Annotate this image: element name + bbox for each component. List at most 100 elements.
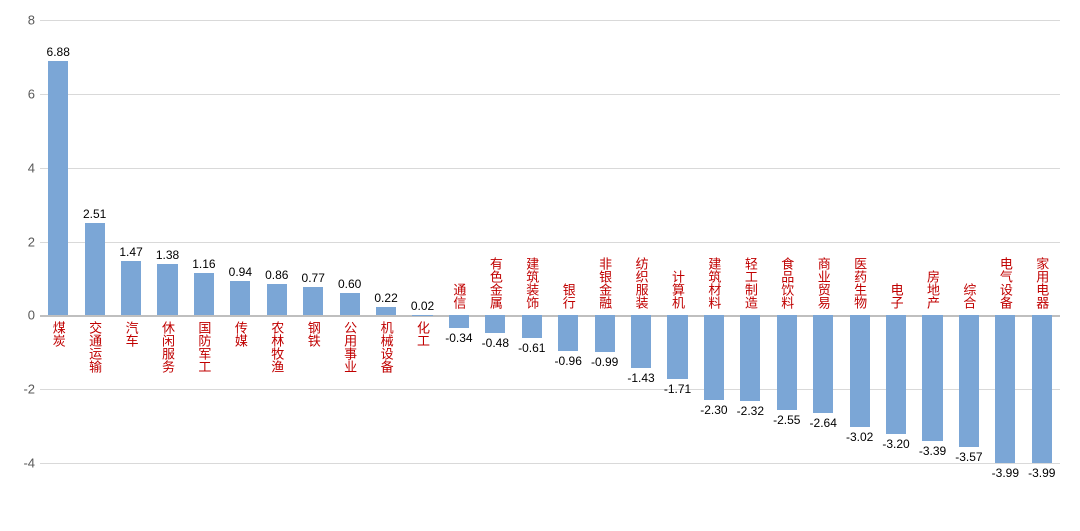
category-label: 建筑材料 bbox=[707, 257, 720, 309]
category-label: 商业贸易 bbox=[817, 257, 830, 309]
bar bbox=[412, 315, 432, 316]
y-tick-label: 6 bbox=[5, 86, 35, 101]
value-label: 0.94 bbox=[229, 265, 252, 279]
gridline bbox=[40, 168, 1060, 169]
category-label: 银行 bbox=[562, 283, 575, 309]
bar bbox=[194, 273, 214, 316]
category-label: 轻工制造 bbox=[744, 257, 757, 309]
category-label: 食品饮料 bbox=[780, 257, 793, 309]
value-label: -2.55 bbox=[773, 413, 800, 427]
value-label: 0.60 bbox=[338, 277, 361, 291]
bar bbox=[121, 261, 141, 315]
category-label: 汽车 bbox=[125, 321, 138, 347]
gridline bbox=[40, 94, 1060, 95]
bar bbox=[449, 315, 469, 328]
category-label: 综合 bbox=[962, 283, 975, 309]
category-label: 非银金融 bbox=[598, 257, 611, 309]
category-label: 休闲服务 bbox=[161, 321, 174, 373]
bar bbox=[922, 315, 942, 440]
bar bbox=[85, 223, 105, 316]
y-tick-label: 8 bbox=[5, 13, 35, 28]
bar bbox=[48, 61, 68, 315]
gridline bbox=[40, 20, 1060, 21]
category-label: 公用事业 bbox=[343, 321, 356, 373]
value-label: 1.47 bbox=[119, 245, 142, 259]
category-label: 国防军工 bbox=[197, 321, 210, 373]
bar bbox=[267, 284, 287, 316]
gridline bbox=[40, 315, 1060, 317]
value-label: -2.64 bbox=[810, 416, 837, 430]
bar bbox=[886, 315, 906, 433]
bar bbox=[558, 315, 578, 350]
bar bbox=[303, 287, 323, 315]
value-label: -3.99 bbox=[992, 466, 1019, 480]
value-label: 0.22 bbox=[374, 291, 397, 305]
category-label: 纺织服装 bbox=[635, 257, 648, 309]
bar bbox=[631, 315, 651, 368]
category-label: 煤炭 bbox=[52, 321, 65, 347]
bar bbox=[777, 315, 797, 409]
value-label: -0.61 bbox=[518, 341, 545, 355]
value-label: -0.99 bbox=[591, 355, 618, 369]
plot-area: 煤炭 6.88 交通运输 2.51 汽车 1.47 休闲服务 1.38 国防军工 1.16 传媒 0.… bbox=[40, 20, 1060, 500]
value-label: -3.02 bbox=[846, 430, 873, 444]
y-tick-label: -4 bbox=[5, 456, 35, 471]
bar bbox=[1032, 315, 1052, 462]
value-label: -3.99 bbox=[1028, 466, 1055, 480]
bar bbox=[157, 264, 177, 315]
bar bbox=[340, 293, 360, 315]
value-label: 1.38 bbox=[156, 248, 179, 262]
value-label: 1.16 bbox=[192, 257, 215, 271]
category-label: 通信 bbox=[452, 283, 465, 309]
y-tick-label: -2 bbox=[5, 382, 35, 397]
category-label: 建筑装饰 bbox=[525, 257, 538, 309]
bar bbox=[740, 315, 760, 401]
category-label: 有色金属 bbox=[489, 257, 502, 309]
value-label: 0.86 bbox=[265, 268, 288, 282]
bar bbox=[595, 315, 615, 352]
bar bbox=[376, 307, 396, 315]
value-label: -3.39 bbox=[919, 444, 946, 458]
bar bbox=[995, 315, 1015, 462]
category-label: 家用电器 bbox=[1035, 257, 1048, 309]
value-label: -0.48 bbox=[482, 336, 509, 350]
bar bbox=[813, 315, 833, 412]
category-label: 农林牧渔 bbox=[270, 321, 283, 373]
bar-chart: 煤炭 6.88 交通运输 2.51 汽车 1.47 休闲服务 1.38 国防军工 1.16 传媒 0.… bbox=[0, 0, 1080, 531]
value-label: -2.30 bbox=[700, 403, 727, 417]
value-label: -3.20 bbox=[882, 437, 909, 451]
gridline bbox=[40, 389, 1060, 390]
value-label: -1.43 bbox=[627, 371, 654, 385]
y-tick-label: 2 bbox=[5, 234, 35, 249]
gridline bbox=[40, 463, 1060, 464]
category-label: 交通运输 bbox=[88, 321, 101, 373]
y-tick-label: 4 bbox=[5, 160, 35, 175]
category-label: 房地产 bbox=[926, 270, 939, 309]
category-label: 计算机 bbox=[671, 270, 684, 309]
value-label: -1.71 bbox=[664, 382, 691, 396]
y-tick-label: 0 bbox=[5, 308, 35, 323]
category-label: 钢铁 bbox=[307, 321, 320, 347]
bar bbox=[959, 315, 979, 447]
category-label: 电子 bbox=[890, 283, 903, 309]
value-label: -0.96 bbox=[555, 354, 582, 368]
bar bbox=[522, 315, 542, 338]
bar bbox=[704, 315, 724, 400]
bar bbox=[230, 281, 250, 316]
value-label: 0.02 bbox=[411, 299, 434, 313]
category-label: 传媒 bbox=[234, 321, 247, 347]
category-label: 电气设备 bbox=[999, 257, 1012, 309]
gridline bbox=[40, 242, 1060, 243]
bar bbox=[485, 315, 505, 333]
category-label: 化工 bbox=[416, 321, 429, 347]
bar bbox=[850, 315, 870, 427]
value-label: 2.51 bbox=[83, 207, 106, 221]
value-label: -3.57 bbox=[955, 450, 982, 464]
value-label: -0.34 bbox=[445, 331, 472, 345]
category-label: 机械设备 bbox=[380, 321, 393, 373]
value-label: -2.32 bbox=[737, 404, 764, 418]
bar bbox=[667, 315, 687, 378]
category-label: 医药生物 bbox=[853, 257, 866, 309]
value-label: 6.88 bbox=[47, 45, 70, 59]
value-label: 0.77 bbox=[302, 271, 325, 285]
